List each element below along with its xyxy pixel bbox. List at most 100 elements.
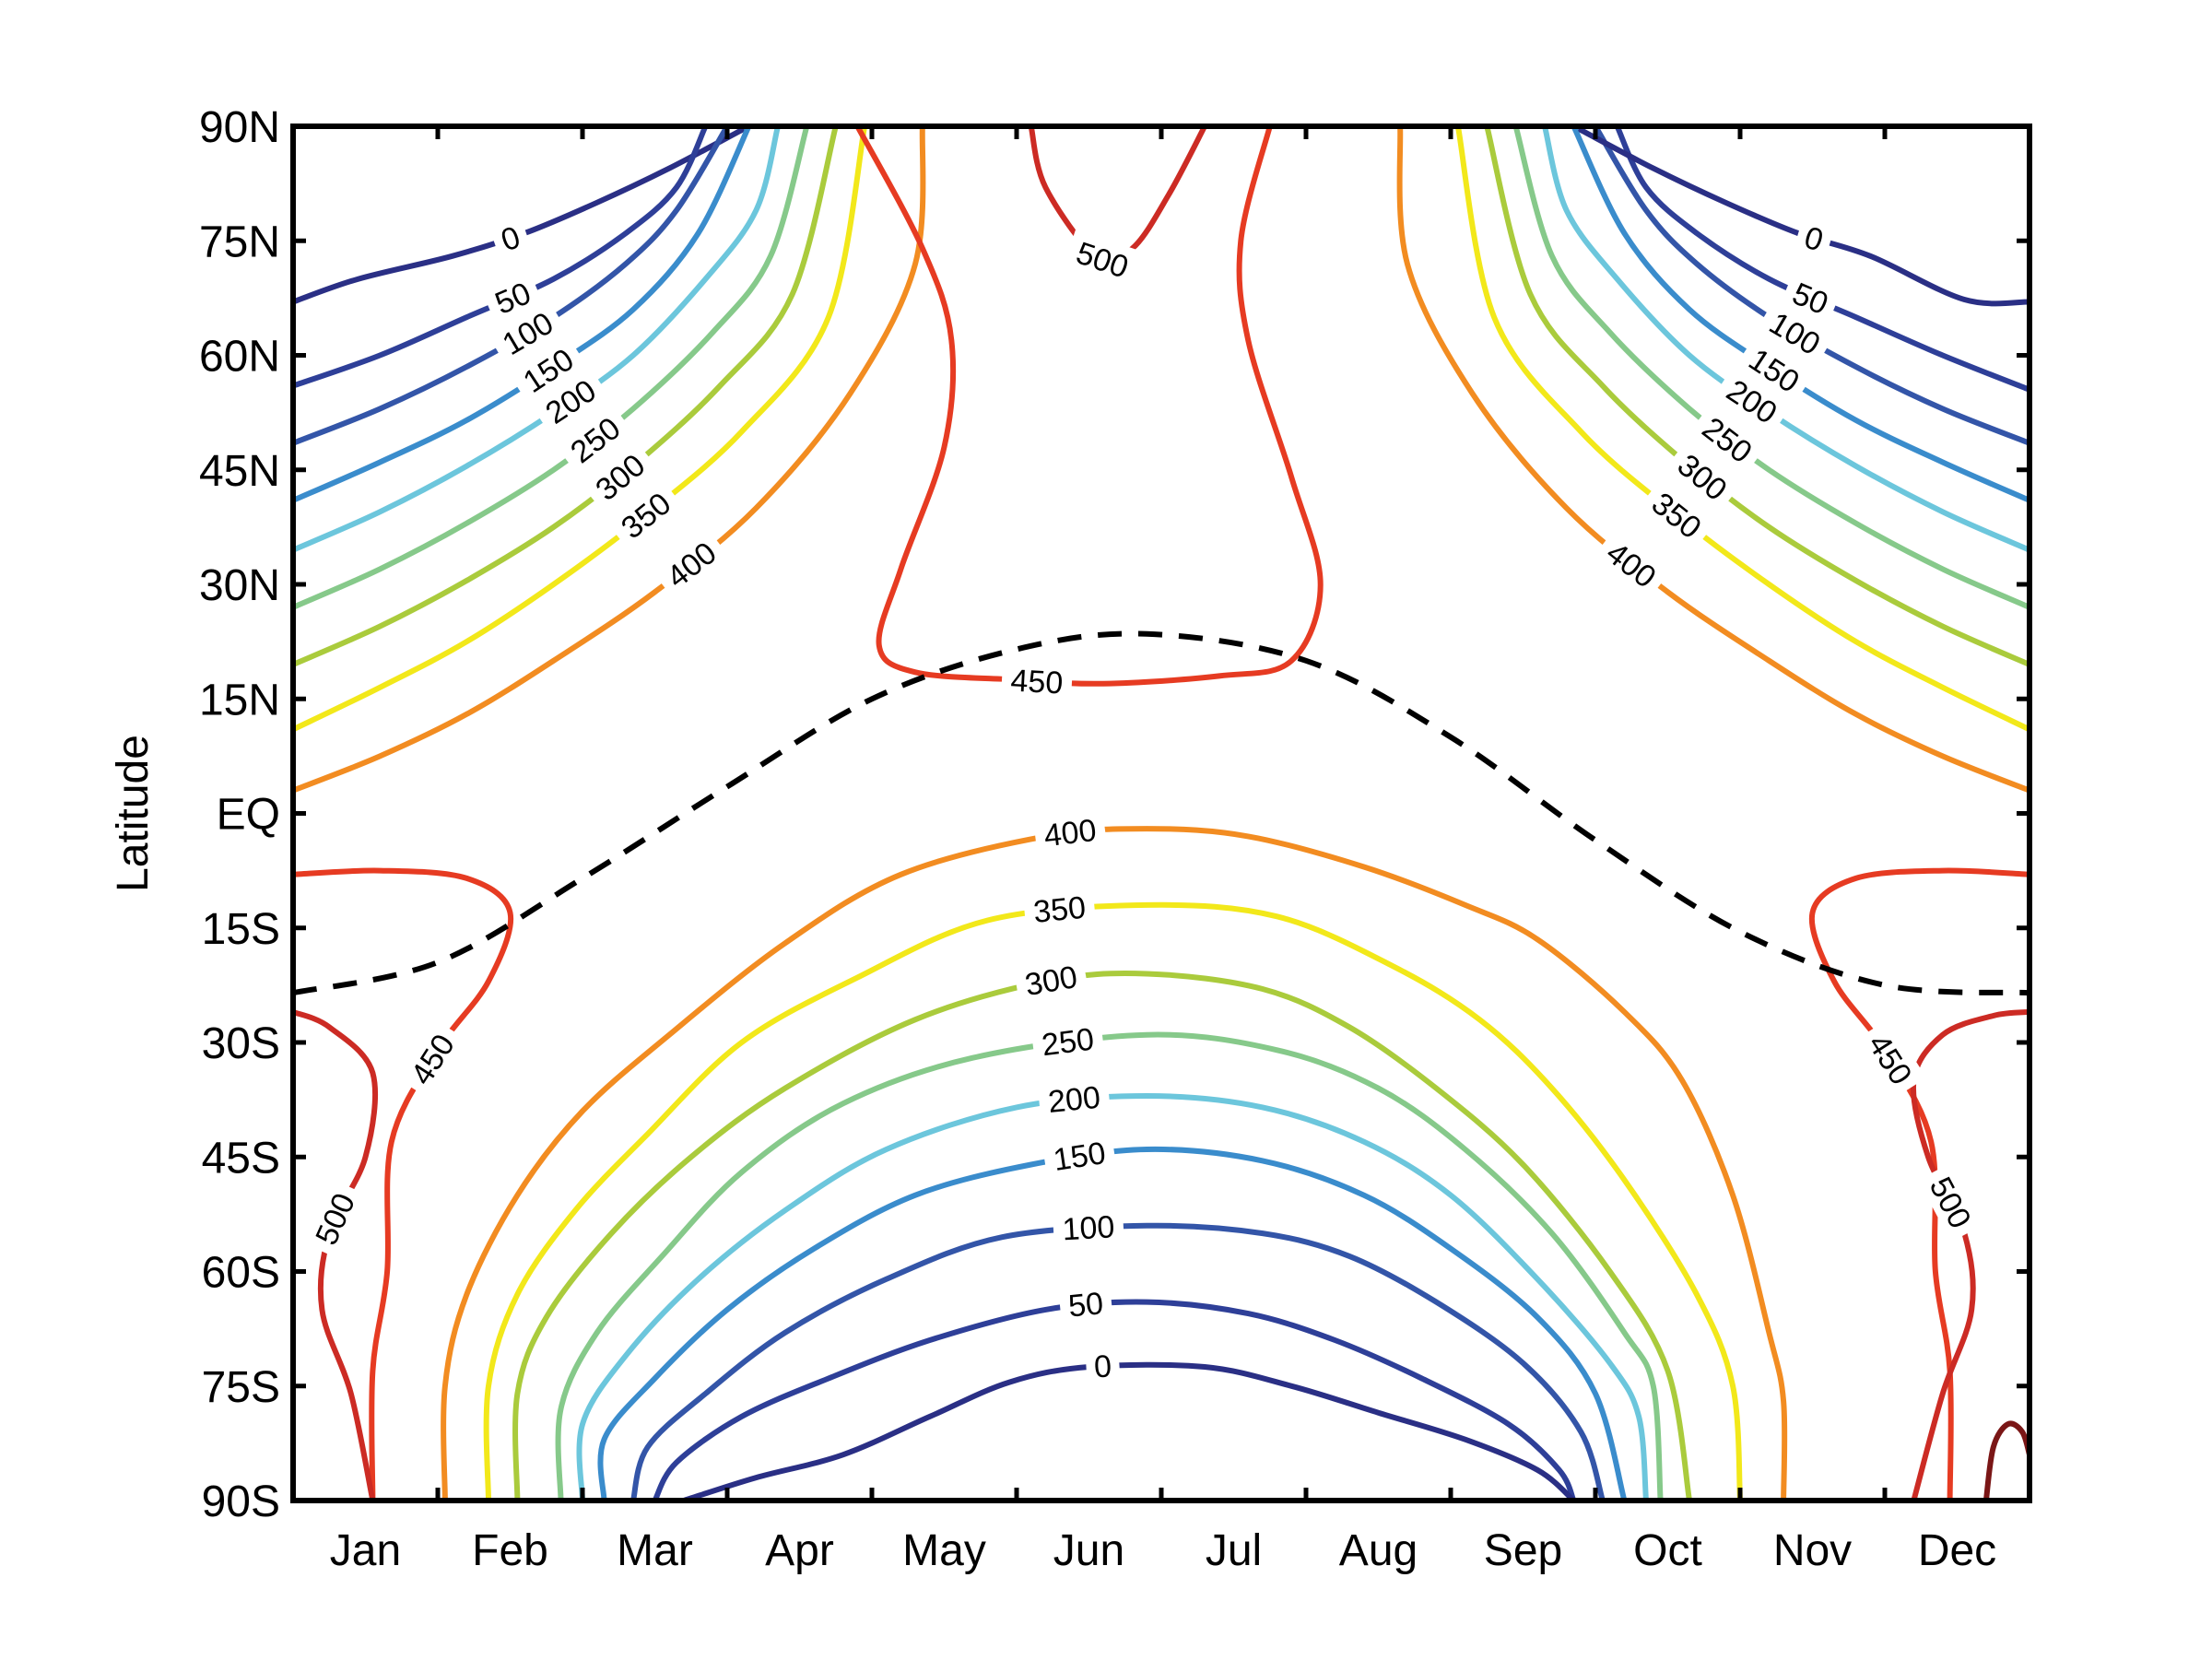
contour-label-background	[1664, 439, 1743, 514]
contour-labels: 0501001502002503003504004505004505004003…	[301, 213, 1985, 1386]
contour-label-background	[555, 402, 635, 477]
contour-label: 500	[1063, 229, 1143, 288]
contour-label: 300	[1013, 954, 1089, 1005]
contour-label: 250	[1030, 1017, 1105, 1065]
contour-label-background	[1063, 229, 1143, 288]
contour-200-line	[576, 1093, 1649, 1501]
y-tick-label: 30N	[199, 561, 280, 610]
contour-250-line	[555, 1031, 1664, 1501]
contour-label: 350	[1022, 885, 1097, 931]
contour-label-text: 350	[1032, 890, 1088, 930]
contour-label-background	[488, 213, 533, 262]
y-tick-label: EQ	[217, 791, 280, 840]
contour-400-line	[441, 826, 1788, 1501]
contour-label-background	[530, 365, 610, 437]
contour-label: 0	[1793, 214, 1836, 262]
x-tick-label: May	[902, 1526, 986, 1575]
contour-450-line	[854, 126, 1324, 687]
contour-label: 50	[1058, 1281, 1113, 1325]
contour-label-text: 250	[1040, 1021, 1096, 1063]
x-tick-label: Mar	[617, 1526, 693, 1575]
contour-label-background	[1793, 214, 1836, 262]
contour-500-line	[1028, 126, 1208, 264]
contour-label-background	[580, 439, 659, 514]
contour-50-line	[1614, 126, 2030, 393]
y-tick-label: 75S	[202, 1363, 280, 1412]
contour-label: 450	[1000, 658, 1074, 702]
contour-label-background	[507, 334, 588, 406]
x-tick-label: Jul	[1206, 1526, 1262, 1575]
contour-label: 200	[1037, 1075, 1112, 1121]
contour-label-background	[1022, 885, 1097, 931]
contour-350-line	[483, 901, 1743, 1501]
contour-label-text: 450	[1010, 663, 1065, 700]
y-tick-label: 90S	[202, 1478, 280, 1526]
contour-label-background	[1638, 477, 1717, 552]
contour-label: 100	[1052, 1205, 1124, 1248]
contour-label-text: 500	[1072, 235, 1133, 285]
contour-label-background	[1085, 1345, 1121, 1386]
contour-50-line	[652, 1299, 1577, 1501]
y-tick-label: 90N	[199, 103, 280, 152]
contour-label-background	[1688, 402, 1768, 477]
contour-450-line	[1808, 867, 2030, 1501]
contour-0-line	[1578, 127, 2030, 307]
contour-label-background	[1592, 526, 1672, 601]
contour-label: 500	[1918, 1161, 1985, 1242]
contour-label: 0	[488, 213, 533, 262]
contour-label-text: 400	[1042, 813, 1099, 854]
x-tick-label: Jan	[330, 1526, 401, 1575]
contour-100-line	[630, 1222, 1606, 1501]
contour-label: 400	[1032, 807, 1108, 855]
y-axis-title: Latitude	[109, 735, 158, 892]
y-tick-label: 45S	[202, 1134, 280, 1183]
contour-450-line	[293, 867, 514, 1501]
x-axis: Jan Feb Mar Apr May Jun Jul Aug Sep Oct Nov Dec	[290, 126, 2032, 1575]
contour-500-line	[1910, 1008, 2030, 1501]
contour-label-text: 150	[1051, 1136, 1108, 1178]
x-tick-label: Nov	[1773, 1526, 1852, 1575]
contour-label-background	[1041, 1130, 1117, 1180]
contour-label-background	[1052, 1205, 1124, 1248]
x-tick-label: Sep	[1484, 1526, 1562, 1575]
solstice-dashed-line	[293, 630, 2030, 996]
y-tick-label: 45N	[199, 447, 280, 496]
contour-label-background	[606, 477, 685, 552]
contour-0-line	[680, 1361, 1577, 1501]
contour-label-background	[1855, 1018, 1927, 1099]
x-tick-label: Aug	[1339, 1526, 1418, 1575]
y-tick-label: 75N	[199, 218, 280, 266]
contour-label-background	[1000, 658, 1074, 702]
contour-label-background	[1735, 334, 1816, 406]
y-tick-label: 15S	[202, 905, 280, 954]
contour-label-text: 50	[1066, 1286, 1104, 1324]
contour-label: 150	[1041, 1130, 1117, 1180]
x-tick-label: Dec	[1918, 1526, 1996, 1575]
contour-label: 50	[1779, 269, 1842, 325]
y-axis: 90N 75N 60N 45N 30N 15N EQ 15S 30S 45S 60S 75S 90S	[199, 103, 2030, 1526]
contour-label-background	[487, 298, 568, 368]
contour-label-background	[1712, 365, 1793, 437]
contour-label: 450	[395, 1018, 467, 1099]
contour-label-background	[1779, 269, 1842, 325]
y-tick-label: 60N	[199, 333, 280, 382]
x-tick-label: Oct	[1633, 1526, 1702, 1575]
contour-label-text: 0	[1093, 1348, 1112, 1384]
y-tick-label: 60S	[202, 1249, 280, 1298]
contour-50-line	[293, 126, 709, 389]
y-tick-label: 15N	[199, 676, 280, 724]
y-tick-label: 30S	[202, 1019, 280, 1068]
contour-label-background	[301, 1178, 367, 1259]
contour-300-line	[512, 971, 1692, 1501]
contour-label-background	[651, 526, 731, 601]
contour-label-background	[1013, 954, 1089, 1005]
contour-label-background	[1037, 1075, 1112, 1121]
contour-label-text: 100	[1062, 1209, 1116, 1247]
contour-label: 0	[1085, 1345, 1121, 1386]
contour-label-background	[1030, 1017, 1105, 1065]
x-tick-label: Feb	[472, 1526, 548, 1575]
contour-label-text: 200	[1046, 1080, 1101, 1120]
contour-label: 500	[301, 1178, 367, 1259]
contour-label-background	[395, 1018, 467, 1099]
